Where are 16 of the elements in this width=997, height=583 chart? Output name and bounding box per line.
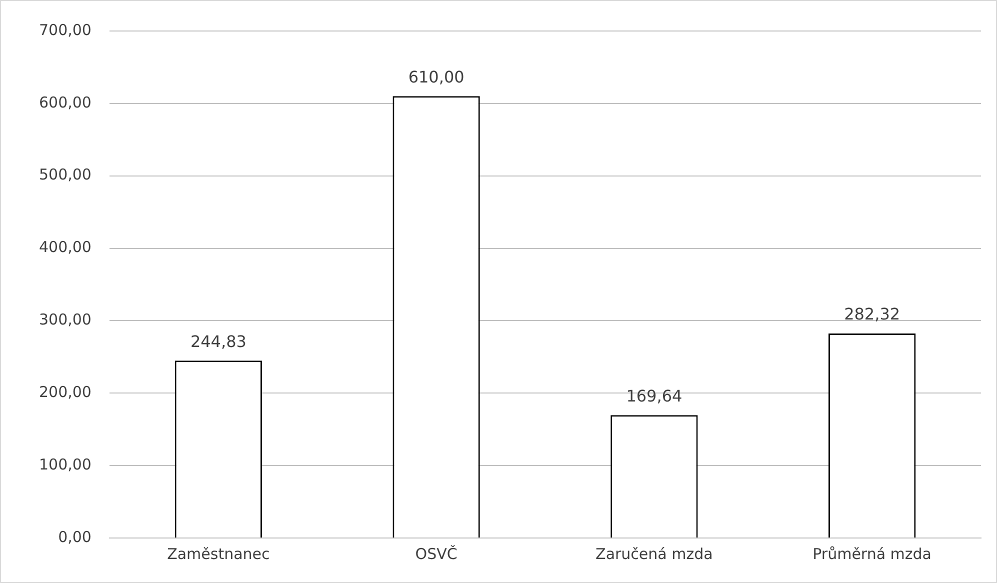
x-tick-label: OSVČ xyxy=(415,544,458,563)
x-tick-label: Zaměstnanec xyxy=(167,544,270,563)
y-tick-label: 0,00 xyxy=(58,528,92,546)
y-tick-label: 600,00 xyxy=(38,93,92,112)
data-label: 244,83 xyxy=(190,332,246,351)
data-label: 282,32 xyxy=(844,304,900,324)
y-tick-label: 400,00 xyxy=(38,238,92,256)
x-tick-label: Průměrná mzda xyxy=(812,544,932,563)
data-label: 169,64 xyxy=(626,386,682,406)
x-tick-label: Zaručená mzda xyxy=(596,544,713,563)
y-tick-label: 200,00 xyxy=(38,383,92,402)
y-tick-label: 100,00 xyxy=(38,455,92,474)
y-tick-label: 300,00 xyxy=(38,310,92,329)
data-label: 610,00 xyxy=(408,67,464,86)
y-tick-label: 500,00 xyxy=(38,166,92,184)
y-tick-label: 700,00 xyxy=(38,20,92,39)
